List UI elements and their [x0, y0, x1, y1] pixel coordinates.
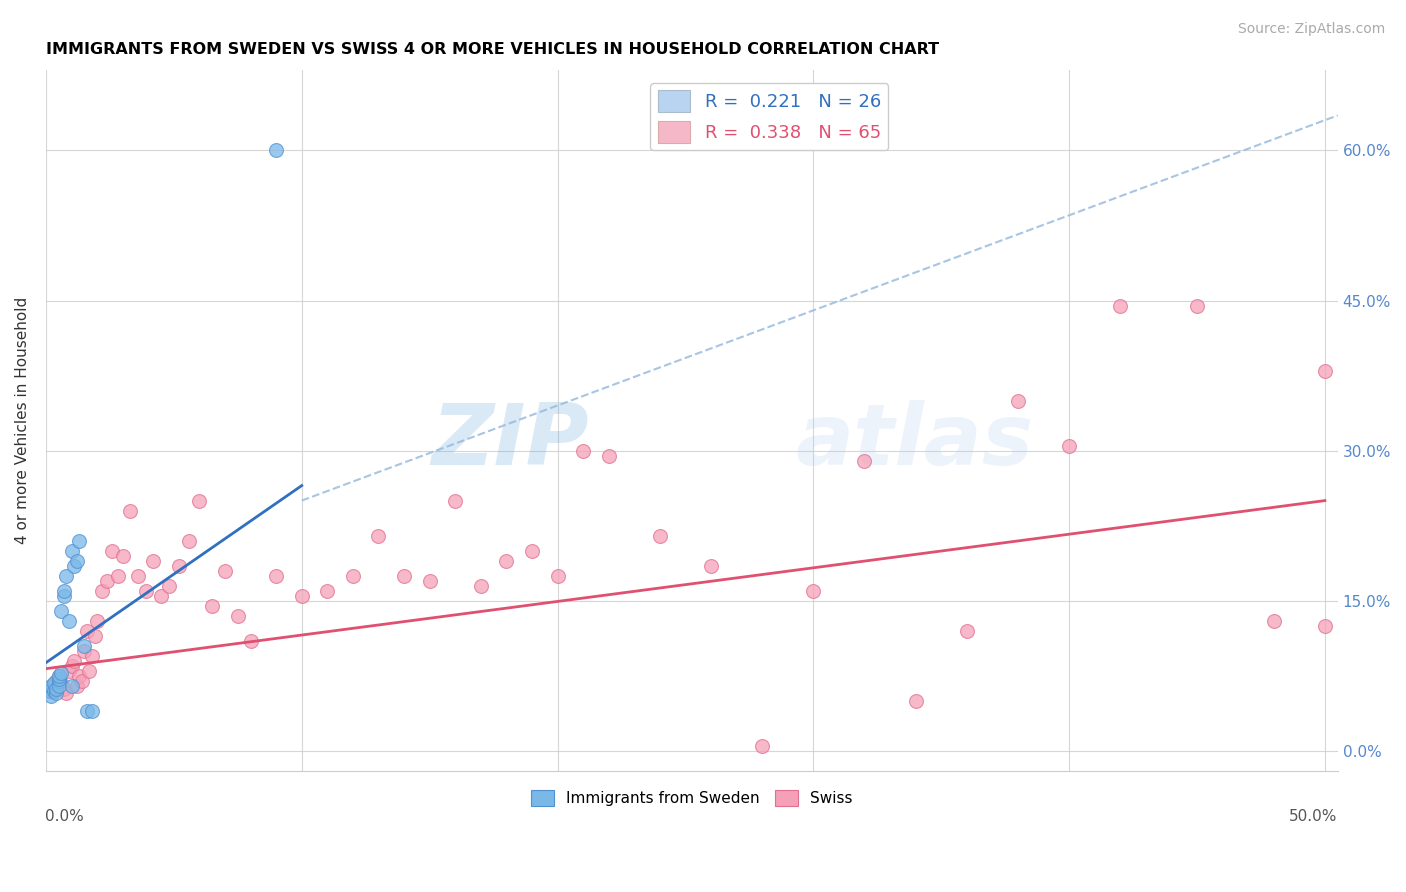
Point [51, 665, 73, 680]
Point [547, 568, 569, 582]
Point [63, 654, 86, 668]
Point [76, 704, 98, 718]
Point [39, 683, 62, 698]
Point [70, 673, 93, 688]
Point [801, 583, 824, 598]
Point [1185, 299, 1208, 313]
Point [495, 553, 517, 567]
Point [167, 558, 190, 573]
Text: 0.0%: 0.0% [45, 809, 83, 824]
Point [179, 533, 201, 548]
Point [188, 493, 211, 508]
Point [1313, 618, 1336, 632]
Point [48, 668, 70, 682]
Point [38, 683, 60, 698]
Point [52, 681, 75, 696]
Point [648, 528, 671, 542]
Point [111, 549, 134, 563]
Point [572, 443, 595, 458]
Point [63, 558, 86, 573]
Point [107, 568, 129, 582]
Point [45, 686, 67, 700]
Text: Source: ZipAtlas.com: Source: ZipAtlas.com [1237, 22, 1385, 37]
Point [86, 614, 108, 628]
Point [751, 739, 773, 753]
Point [48, 668, 70, 682]
Point [51, 675, 73, 690]
Point [316, 583, 339, 598]
Point [226, 608, 249, 623]
Point [598, 449, 620, 463]
Point [52, 589, 75, 603]
Point [700, 558, 723, 573]
Legend: Immigrants from Sweden, Swiss: Immigrants from Sweden, Swiss [524, 784, 859, 812]
Point [127, 568, 149, 582]
Point [60, 658, 83, 673]
Point [150, 589, 173, 603]
Point [956, 624, 979, 638]
Point [1313, 363, 1336, 377]
Point [135, 583, 157, 598]
Point [67, 668, 90, 682]
Point [67, 533, 90, 548]
Point [264, 144, 287, 158]
Point [42, 683, 65, 698]
Point [45, 673, 67, 688]
Text: IMMIGRANTS FROM SWEDEN VS SWISS 4 OR MORE VEHICLES IN HOUSEHOLD CORRELATION CHAR: IMMIGRANTS FROM SWEDEN VS SWISS 4 OR MOR… [46, 42, 939, 57]
Point [120, 503, 142, 517]
Point [66, 679, 89, 693]
Point [39, 689, 62, 703]
Point [73, 643, 96, 657]
Point [76, 624, 98, 638]
Point [367, 528, 389, 542]
Point [419, 574, 441, 588]
Point [51, 604, 73, 618]
Point [101, 543, 124, 558]
Point [80, 648, 103, 663]
Point [904, 694, 927, 708]
Point [1109, 299, 1132, 313]
Point [392, 568, 415, 582]
Point [55, 686, 77, 700]
Point [83, 629, 105, 643]
Point [853, 453, 876, 467]
Point [1057, 439, 1080, 453]
Point [1263, 614, 1285, 628]
Point [157, 579, 180, 593]
Point [214, 564, 236, 578]
Point [79, 664, 101, 678]
Point [1007, 393, 1029, 408]
Point [264, 568, 287, 582]
Point [55, 568, 77, 582]
Point [58, 664, 80, 678]
Point [444, 493, 467, 508]
Point [80, 704, 103, 718]
Point [342, 568, 364, 582]
Point [239, 633, 262, 648]
Point [48, 673, 70, 688]
Point [42, 675, 65, 690]
Point [60, 543, 83, 558]
Point [60, 679, 83, 693]
Point [470, 579, 492, 593]
Point [58, 614, 80, 628]
Point [48, 679, 70, 693]
Y-axis label: 4 or more Vehicles in Household: 4 or more Vehicles in Household [15, 297, 30, 544]
Point [66, 553, 89, 567]
Point [52, 583, 75, 598]
Text: ZIP: ZIP [430, 401, 589, 483]
Text: atlas: atlas [796, 401, 1033, 483]
Point [96, 574, 118, 588]
Point [42, 679, 65, 693]
Point [91, 583, 114, 598]
Point [142, 553, 165, 567]
Point [45, 681, 67, 696]
Point [520, 543, 543, 558]
Point [201, 599, 224, 613]
Text: 50.0%: 50.0% [1289, 809, 1337, 824]
Point [48, 672, 70, 686]
Point [39, 679, 62, 693]
Point [291, 589, 314, 603]
Point [73, 639, 96, 653]
